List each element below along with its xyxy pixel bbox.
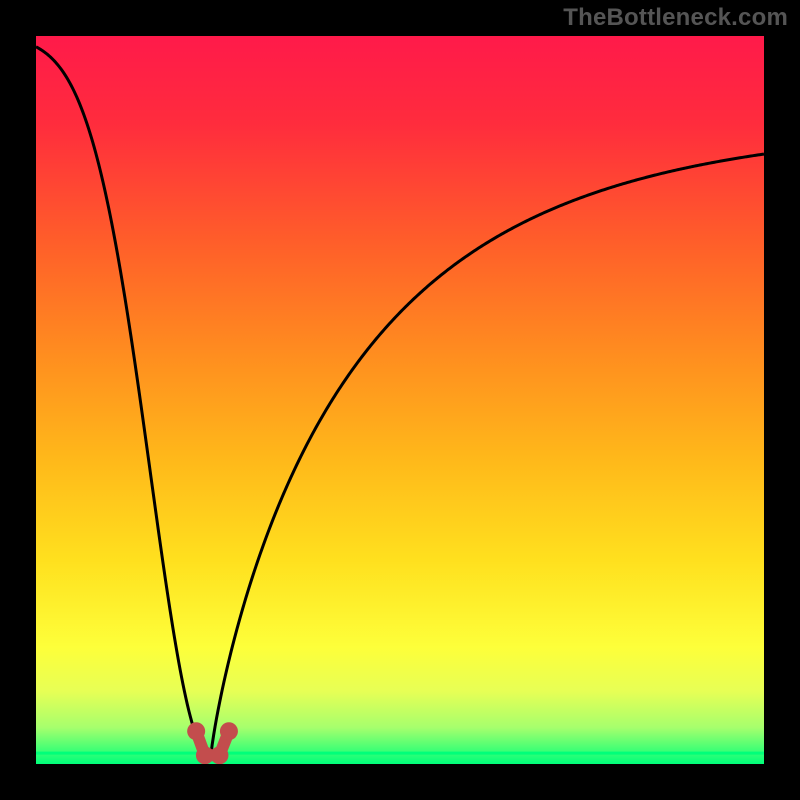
watermark-text: TheBottleneck.com	[563, 4, 788, 32]
plot-gradient-background	[36, 36, 764, 764]
stage: TheBottleneck.com	[0, 0, 800, 800]
bottleneck-chart	[0, 0, 800, 800]
sweet-spot-marker	[220, 722, 238, 740]
sweet-spot-marker	[210, 746, 228, 764]
sweet-spot-marker	[187, 722, 205, 740]
